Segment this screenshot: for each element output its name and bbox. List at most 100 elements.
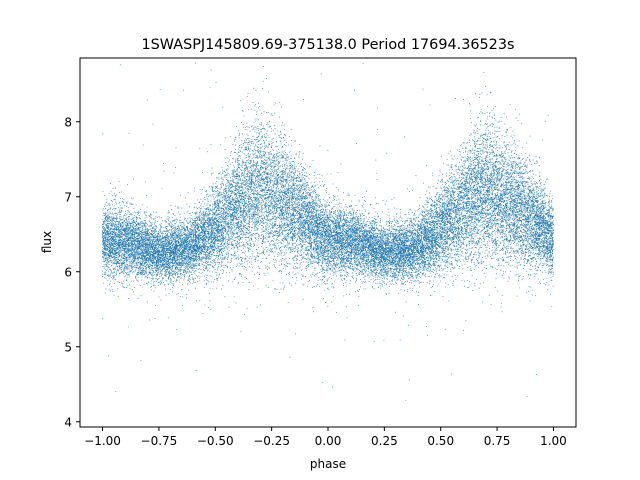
- data-point: [503, 166, 504, 167]
- data-point: [304, 225, 305, 226]
- data-point: [354, 210, 355, 211]
- data-point: [519, 185, 520, 186]
- data-point: [325, 210, 326, 211]
- data-point: [233, 186, 234, 187]
- data-point: [224, 257, 225, 258]
- data-point: [108, 262, 109, 263]
- data-point: [211, 239, 212, 240]
- data-point: [525, 246, 526, 247]
- data-point: [107, 223, 108, 224]
- data-point: [388, 282, 389, 283]
- data-point: [536, 374, 537, 375]
- data-point: [342, 263, 343, 264]
- data-point: [413, 258, 414, 259]
- data-point: [404, 251, 405, 252]
- data-point: [465, 231, 466, 232]
- data-point: [492, 234, 493, 235]
- data-point: [220, 231, 221, 232]
- data-point: [423, 206, 424, 207]
- data-point: [465, 157, 466, 158]
- data-point: [327, 205, 328, 206]
- data-point: [206, 277, 207, 278]
- data-point: [534, 192, 535, 193]
- data-point: [508, 146, 509, 147]
- data-point: [284, 195, 285, 196]
- data-point: [530, 136, 531, 137]
- data-point: [141, 253, 142, 254]
- data-point: [546, 227, 547, 228]
- data-point: [132, 227, 133, 228]
- data-point: [214, 202, 215, 203]
- data-point: [470, 241, 471, 242]
- data-point: [551, 230, 552, 231]
- data-point: [479, 242, 480, 243]
- data-point: [290, 172, 291, 173]
- data-point: [290, 168, 291, 169]
- data-point: [526, 160, 527, 161]
- data-point: [541, 188, 542, 189]
- data-point: [245, 154, 246, 155]
- data-point: [316, 194, 317, 195]
- data-point: [281, 264, 282, 265]
- data-point: [107, 236, 108, 237]
- data-point: [217, 195, 218, 196]
- data-point: [271, 241, 272, 242]
- data-point: [474, 191, 475, 192]
- data-point: [173, 274, 174, 275]
- data-point: [185, 244, 186, 245]
- data-point: [464, 225, 465, 226]
- data-point: [176, 231, 177, 232]
- data-point: [231, 261, 232, 262]
- data-point: [104, 266, 105, 267]
- data-point: [207, 241, 208, 242]
- data-point: [395, 274, 396, 275]
- data-point: [347, 263, 348, 264]
- data-point: [524, 226, 525, 227]
- data-point: [487, 255, 488, 256]
- data-point: [527, 228, 528, 229]
- data-point: [227, 202, 228, 203]
- data-point: [444, 277, 445, 278]
- data-point: [326, 220, 327, 221]
- data-point: [423, 220, 424, 221]
- data-point: [289, 244, 290, 245]
- data-point: [233, 223, 234, 224]
- data-point: [102, 234, 103, 235]
- data-point: [162, 220, 163, 221]
- data-point: [189, 217, 190, 218]
- data-point: [510, 209, 511, 210]
- data-point: [281, 138, 282, 139]
- data-point: [436, 262, 437, 263]
- data-point: [289, 217, 290, 218]
- data-point: [323, 199, 324, 200]
- data-point: [457, 201, 458, 202]
- data-point: [359, 261, 360, 262]
- data-point: [422, 206, 423, 207]
- data-point: [212, 191, 213, 192]
- data-point: [231, 193, 232, 194]
- data-point: [365, 258, 366, 259]
- data-point: [445, 221, 446, 222]
- data-point: [515, 184, 516, 185]
- data-point: [196, 213, 197, 214]
- data-point: [461, 173, 462, 174]
- data-point: [283, 241, 284, 242]
- data-point: [220, 241, 221, 242]
- data-point: [437, 183, 438, 184]
- data-point: [280, 203, 281, 204]
- data-point: [313, 261, 314, 262]
- data-point: [283, 227, 284, 228]
- data-point: [249, 158, 250, 159]
- data-point: [222, 269, 223, 270]
- data-point: [508, 187, 509, 188]
- data-point: [450, 173, 451, 174]
- data-point: [422, 219, 423, 220]
- data-point: [264, 249, 265, 250]
- data-point: [466, 227, 467, 228]
- data-point: [467, 174, 468, 175]
- data-point: [159, 216, 160, 217]
- data-point: [186, 255, 187, 256]
- data-point: [270, 183, 271, 184]
- data-point: [183, 263, 184, 264]
- data-point: [397, 280, 398, 281]
